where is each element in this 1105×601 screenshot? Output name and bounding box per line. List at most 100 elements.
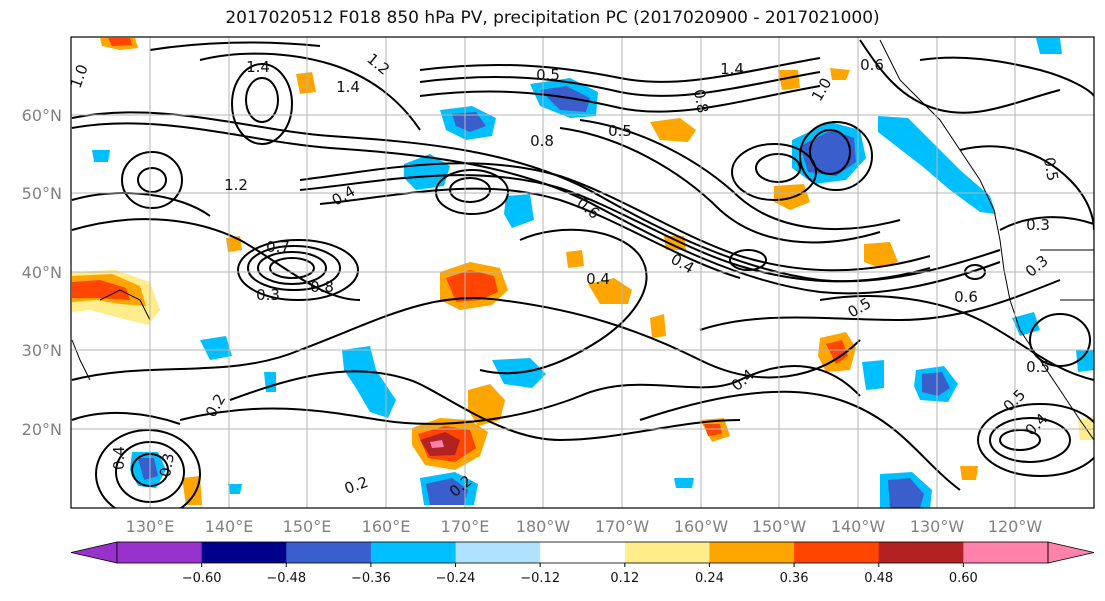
pv-contour [247, 245, 341, 291]
precip-positive-area [704, 424, 722, 436]
contour-label: 0.5 [536, 66, 560, 84]
colorbar-tick-label: 0.12 [610, 571, 639, 586]
coastlines [71, 39, 1094, 441]
colorbar-frame [116, 541, 1049, 564]
precip-positive-area [296, 72, 316, 94]
pv-contour [71, 192, 211, 217]
pv-contour [71, 218, 361, 301]
precip-negative-area [504, 194, 534, 228]
contour-label: 0.7 [266, 238, 290, 256]
colorbar-swatch [117, 542, 203, 563]
pv-contour [419, 71, 821, 97]
pv-contour [257, 251, 327, 285]
contour-label: 0.6 [860, 56, 884, 74]
precip-positive-area [664, 236, 686, 250]
pv-contour [977, 403, 1094, 477]
pv-contour [959, 145, 1094, 231]
longitude-label: 150°W [752, 517, 807, 536]
pv-contour [731, 143, 817, 201]
precip-negative-area [862, 360, 884, 390]
precip-positive-area [650, 118, 696, 142]
precip-negative-area [92, 150, 110, 162]
pv-contour [819, 295, 1094, 381]
precip-positive-area [446, 270, 498, 302]
contour-label: 0.6 [954, 288, 978, 306]
colorbar-tick-label: −0.60 [182, 571, 222, 586]
pv-contour [809, 129, 851, 175]
pv-contour [755, 153, 801, 183]
colorbar-tick-label: −0.24 [436, 571, 476, 586]
precip-positive-area [826, 340, 848, 364]
colorbar-swatch [624, 542, 710, 563]
precip-positive-area [226, 236, 242, 252]
contour-label: 0.8 [530, 132, 554, 150]
longitude-label: 140°W [831, 517, 886, 536]
precip-positive-area [864, 242, 898, 268]
precip-negative-area [200, 336, 232, 360]
contour-label: 1.2 [224, 176, 248, 194]
contour-label: 0.4 [586, 270, 610, 288]
contour-label: 1.4 [246, 58, 270, 76]
colorbar-extend-high [1047, 541, 1095, 564]
contour-label: 1.4 [720, 60, 744, 78]
precip-negative-area [138, 458, 158, 480]
coastline [71, 339, 91, 381]
coastline [993, 209, 1094, 441]
latitude-labels: 60°N 50°N 40°N 30°N 20°N [22, 106, 62, 439]
precip-positive-area [430, 440, 444, 448]
precip-negative-area [264, 372, 276, 392]
precip-positive-area [778, 70, 800, 90]
colorbar-swatch [963, 542, 1049, 563]
pv-contour [999, 216, 1094, 231]
pv-contour [919, 56, 1094, 97]
precip-positive-area [72, 280, 130, 300]
latitude-label: 20°N [22, 420, 62, 439]
pv-contour [435, 169, 509, 215]
contour-label: 0.8 [310, 278, 334, 296]
colorbar-swatch [794, 542, 880, 563]
pv-contour [419, 57, 821, 83]
pv-contour [299, 162, 931, 272]
contour-label: 0.3 [156, 452, 178, 479]
pv-contour [419, 85, 821, 113]
pv-contour [137, 167, 167, 193]
precip-negative-area [452, 112, 486, 132]
colorbar-tick-label: −0.48 [266, 571, 306, 586]
gridlines [71, 37, 1094, 508]
longitude-label: 170°W [595, 517, 650, 536]
precip-positive-area [108, 38, 132, 46]
precip-positive-area [960, 466, 978, 480]
colorbar-tick-label: 0.60 [949, 571, 978, 586]
precip-positive-area [588, 278, 632, 304]
precip-negative-area [426, 478, 468, 505]
map-frame [70, 36, 1095, 509]
pv-contour [95, 429, 201, 508]
colorbar-swatch [455, 542, 541, 563]
chart-title: 2017020512 F018 850 hPa PV, precipitatio… [225, 8, 880, 28]
precip-negative-area [1036, 38, 1062, 54]
pv-contour [149, 41, 321, 51]
precip-negative-area [342, 346, 396, 418]
longitude-label: 130°E [126, 517, 175, 536]
pv-contour [989, 417, 1071, 463]
pv-contour [71, 411, 181, 425]
colorbar-swatch [370, 542, 457, 563]
colorbar-tick-label: −0.12 [520, 571, 560, 586]
pv-contour [245, 77, 279, 123]
precip-negative-area [1076, 350, 1094, 372]
longitude-label: 140°E [205, 517, 254, 536]
pv-contour [269, 257, 315, 279]
colorbar-swatch [286, 542, 372, 563]
colorbar-swatch [201, 542, 287, 563]
longitude-label: 160°E [362, 517, 411, 536]
pv-contour [237, 239, 359, 301]
precip-positive-area [566, 250, 584, 268]
latitude-label: 40°N [22, 263, 62, 282]
precip-negative-area [888, 478, 924, 508]
pv-contour [231, 63, 293, 145]
latitude-label: 50°N [22, 184, 62, 203]
contour-label: 0.5 [1026, 358, 1050, 376]
colorbar-swatch [878, 542, 964, 563]
colorbar: −0.60 −0.48 −0.36 −0.24 −0.12 0.12 0.24 0.36 0.4… [70, 541, 1095, 586]
